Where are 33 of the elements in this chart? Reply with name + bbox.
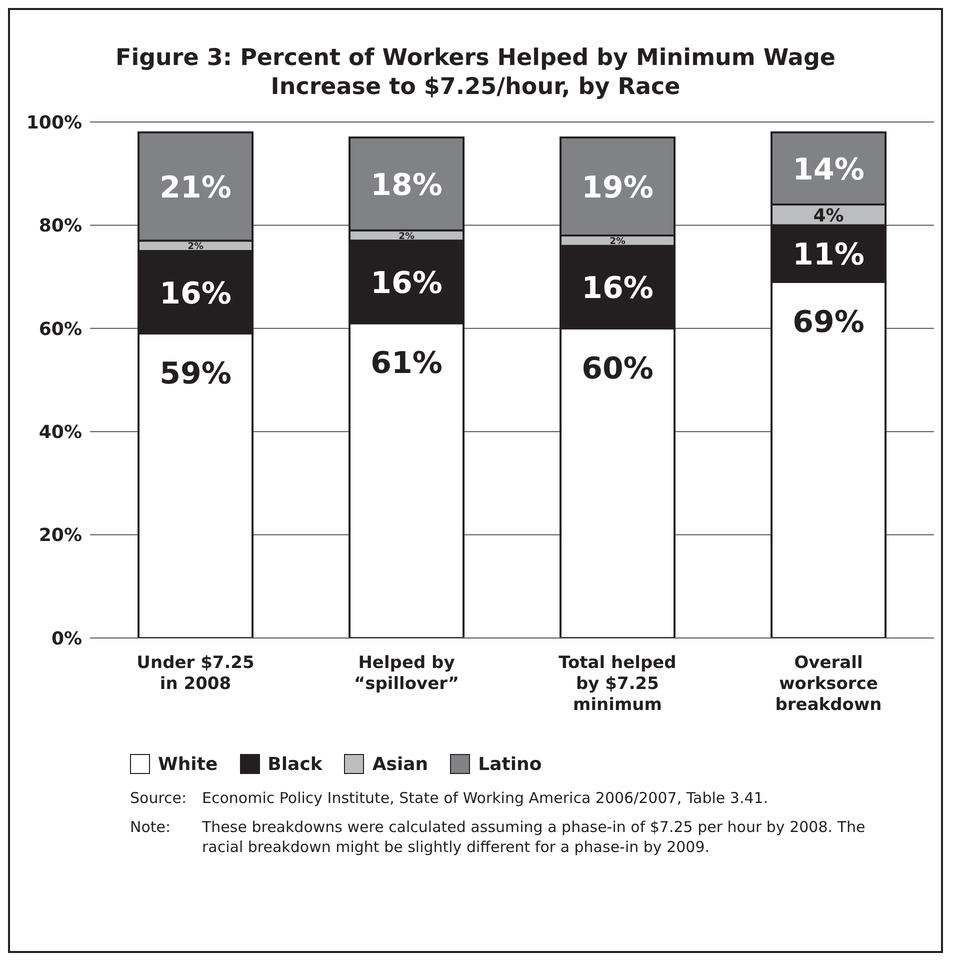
y-tick-label: 100% xyxy=(26,112,82,133)
x-tick-label: Total helped by $7.25 minimum xyxy=(558,652,676,714)
legend-label: White xyxy=(158,754,218,774)
data-label: 18% xyxy=(370,167,442,202)
data-label: 11% xyxy=(792,237,864,272)
x-tick-label: Under $7.25 in 2008 xyxy=(136,652,254,694)
legend-label: Latino xyxy=(478,754,542,774)
y-tick-label: 0% xyxy=(51,628,82,649)
source-note: Source: Economic Policy Institute, State of Working America 2006/2007, Table 3.41. xyxy=(130,788,768,808)
data-label: 59% xyxy=(160,356,232,392)
data-label: 16% xyxy=(370,265,442,300)
data-label: 4% xyxy=(813,204,844,226)
y-tick-label: 60% xyxy=(38,318,82,340)
data-label: 14% xyxy=(792,152,864,187)
data-label: 2% xyxy=(610,236,626,247)
data-label: 16% xyxy=(160,276,232,311)
x-tick-label: Helped by “spillover” xyxy=(354,652,460,694)
data-label: 2% xyxy=(188,240,204,252)
x-tick-label: Overall worksorce breakdown xyxy=(775,652,882,714)
y-tick-label: 80% xyxy=(38,215,82,236)
data-label: 19% xyxy=(582,170,654,205)
data-label: 60% xyxy=(582,350,654,386)
data-label: 16% xyxy=(582,270,654,306)
data-label: 2% xyxy=(398,230,416,242)
legend-label: Asian xyxy=(372,754,428,774)
legend-label: Black xyxy=(268,754,322,774)
chart-title: Figure 3: Percent of Workers Helped by Minimum Wage Increase to $7.25/hour, by Race xyxy=(114,44,837,102)
data-label: 21% xyxy=(160,170,232,205)
y-tick-label: 20% xyxy=(38,524,82,546)
text: Note: These breakdowns were calculated assuming a phase-in of $7.25 per hour by 2008. The racial breakdown might be slightly different for a phase-in by 2009. xyxy=(130,818,866,856)
data-label: 61% xyxy=(370,346,442,381)
data-label: 69% xyxy=(792,304,864,340)
y-tick-label: 40% xyxy=(38,421,82,442)
